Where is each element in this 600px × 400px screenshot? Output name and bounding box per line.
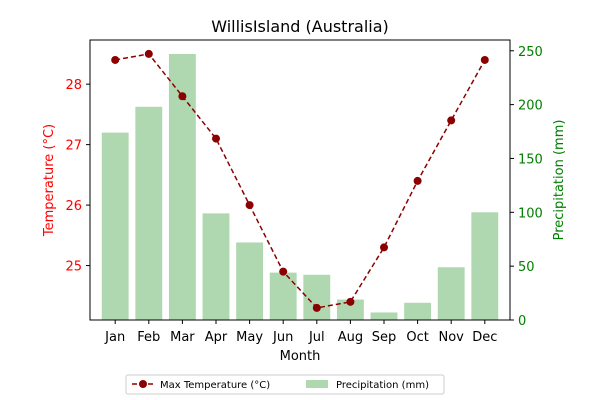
x-tick-label: Aug [338, 330, 363, 345]
y-axis-left-label: Temperature (°C) [42, 124, 57, 237]
y-left-tick-label: 27 [65, 139, 82, 154]
precipitation-bars [101, 54, 499, 321]
temperature-point-jun [279, 267, 288, 276]
x-tick-label: Oct [406, 330, 428, 345]
x-tick-label: Dec [472, 330, 497, 345]
chart-title: WillisIsland (Australia) [211, 17, 389, 36]
precipitation-bar-dec [471, 212, 499, 320]
x-tick-label: May [236, 330, 263, 345]
precipitation-bar-aug [336, 299, 364, 320]
precipitation-bar-jun [269, 272, 297, 320]
x-tick-label: Nov [439, 330, 465, 345]
precipitation-bar-may [236, 242, 264, 320]
y-left-tick-label: 26 [65, 199, 82, 214]
y-left-tick-label: 25 [65, 260, 82, 275]
temperature-point-feb [144, 49, 153, 58]
y-right-tick-label: 200 [518, 99, 543, 114]
x-tick-label: Apr [205, 330, 228, 345]
x-tick-label: Mar [170, 330, 195, 345]
temperature-line-path [115, 53, 486, 309]
temperature-point-jul [312, 303, 321, 312]
temperature-point-dec [480, 55, 489, 64]
y-right-tick-label: 150 [518, 152, 543, 167]
legend-frame [125, 374, 445, 395]
y-axis-right-label: Precipitation (mm) [552, 120, 567, 241]
y-right-tick-label: 0 [518, 314, 526, 329]
x-tick-label: Jul [308, 330, 325, 345]
legend: Max Temperature (°C) Precipitation (mm) [125, 374, 445, 395]
precipitation-bar-oct [404, 302, 432, 320]
plot-frame [89, 39, 511, 321]
precipitation-bar-sep [370, 312, 398, 320]
temperature-point-oct [413, 176, 422, 185]
temperature-line [111, 49, 489, 312]
temperature-point-may [245, 201, 254, 210]
axes: Jan Feb Mar Apr May Jun Jul Aug Sep Oct Nov Dec 25 26… [65, 39, 543, 345]
precipitation-bar-jan [101, 132, 129, 320]
legend-precipitation-label: Precipitation (mm) [336, 380, 429, 391]
x-tick-label: Jun [272, 330, 293, 345]
temperature-point-jan [111, 55, 120, 64]
x-tick-label: Sep [372, 330, 397, 345]
y-left-tick-label: 28 [65, 78, 82, 93]
x-axis-label: Month [280, 349, 321, 364]
precipitation-bar-feb [135, 106, 163, 321]
precipitation-bar-apr [202, 213, 230, 320]
temperature-point-mar [178, 92, 187, 101]
precipitation-bar-nov [437, 267, 465, 320]
y-right-tick-label: 250 [518, 45, 543, 60]
y-right-tick-label: 100 [518, 206, 543, 221]
precipitation-bar-jul [303, 274, 331, 320]
y-right-tick-label: 50 [518, 260, 535, 275]
legend-precipitation-swatch [306, 380, 328, 388]
temperature-point-apr [212, 134, 220, 143]
temperature-point-nov [447, 116, 456, 125]
temperature-point-aug [346, 297, 355, 306]
x-tick-label: Jan [104, 330, 125, 345]
x-tick-label: Feb [137, 330, 160, 345]
legend-temperature-marker [139, 380, 147, 388]
legend-temperature-label: Max Temperature (°C) [160, 380, 270, 391]
temperature-point-sep [380, 243, 388, 252]
